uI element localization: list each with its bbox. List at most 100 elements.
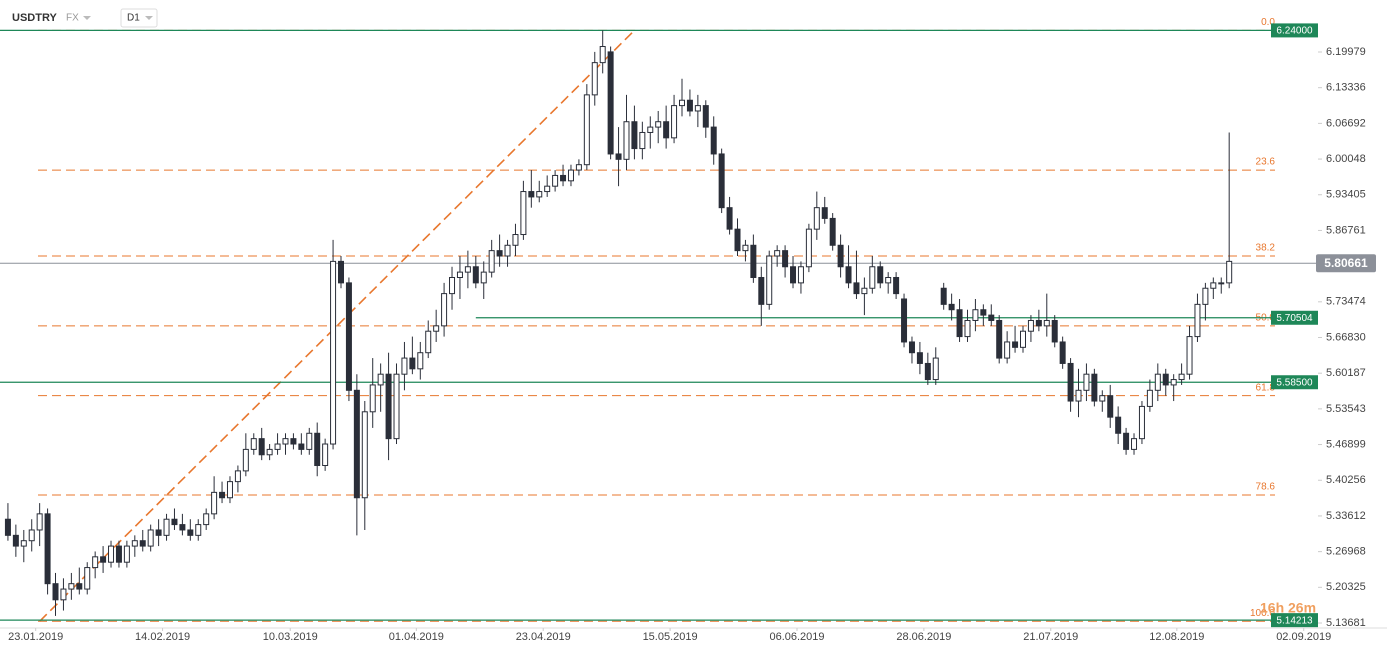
candle-body xyxy=(290,438,297,445)
fib-label: 61.8 xyxy=(1256,382,1276,393)
candle-body xyxy=(980,309,987,316)
market[interactable]: FX xyxy=(66,13,79,24)
candle-body xyxy=(718,153,725,209)
fib-label: 0.0 xyxy=(1261,17,1275,28)
candle-body xyxy=(575,164,582,171)
candle-body xyxy=(92,556,99,569)
candle-body xyxy=(686,99,693,112)
candle-body xyxy=(211,491,218,515)
candle-body xyxy=(1178,373,1185,381)
candle-body xyxy=(1027,319,1034,332)
candle-body xyxy=(964,319,971,338)
timeframe[interactable]: D1 xyxy=(127,13,140,24)
candle-body xyxy=(60,588,67,601)
candle-body xyxy=(583,94,590,166)
candle-body xyxy=(845,266,852,284)
candle-body xyxy=(1035,319,1042,327)
candle-body xyxy=(647,126,654,133)
candle-body xyxy=(28,529,35,542)
x-tick-label: 06.06.2019 xyxy=(769,631,824,643)
candle-body xyxy=(314,432,321,467)
timeframe-box[interactable] xyxy=(120,8,158,28)
candle-body xyxy=(361,411,368,499)
candle-body xyxy=(853,282,860,295)
x-tick-label: 23.01.2019 xyxy=(8,631,63,643)
candle-body xyxy=(1123,432,1130,450)
candle-body xyxy=(195,524,202,536)
candle-body xyxy=(734,228,741,252)
candle-body xyxy=(480,271,487,284)
candle-body xyxy=(504,244,511,257)
x-tick-label: 02.09.2019 xyxy=(1276,631,1331,643)
candle-body xyxy=(330,260,337,445)
candle-body xyxy=(12,534,19,547)
candle-body xyxy=(108,545,115,563)
candle-body xyxy=(932,357,939,381)
x-tick-label: 14.02.2019 xyxy=(135,631,190,643)
candle-body xyxy=(488,250,495,273)
candle-body xyxy=(36,513,43,531)
candle-body xyxy=(996,319,1003,359)
candle-body xyxy=(1131,438,1138,450)
candle-body xyxy=(68,583,75,590)
candle-body xyxy=(726,207,733,230)
candle-body xyxy=(924,362,931,381)
market-caret[interactable] xyxy=(83,16,91,20)
y-tick-label: 6.00048 xyxy=(1326,153,1366,165)
candle-body xyxy=(52,583,59,601)
candle-body xyxy=(528,191,535,198)
current-price-label: 5.80661 xyxy=(1324,256,1368,270)
candle-body xyxy=(694,105,701,112)
candle-body xyxy=(84,567,91,590)
candle-body xyxy=(1004,341,1011,359)
candle-body xyxy=(829,217,836,246)
candle-body xyxy=(250,438,257,450)
candle-body xyxy=(615,153,622,160)
candle-body xyxy=(512,234,519,246)
candle-body xyxy=(258,438,265,456)
candle-body xyxy=(242,448,249,472)
y-tick-label: 5.86761 xyxy=(1326,224,1366,236)
level-box xyxy=(1271,310,1318,325)
candle-body xyxy=(464,266,471,273)
candle-body xyxy=(496,250,503,257)
level-label: 5.58500 xyxy=(1276,377,1313,388)
y-tick-label: 5.26968 xyxy=(1326,546,1366,558)
y-tick-label: 5.40256 xyxy=(1326,474,1366,486)
candle-body xyxy=(298,443,305,450)
candle-body xyxy=(948,303,955,311)
candle-body xyxy=(155,529,162,536)
candle-body xyxy=(345,282,352,391)
candle-body xyxy=(282,438,289,445)
candle-body xyxy=(552,174,559,187)
candle-body xyxy=(988,314,995,321)
x-tick-label: 12.08.2019 xyxy=(1149,631,1204,643)
level-label: 5.70504 xyxy=(1276,313,1313,324)
candle-body xyxy=(908,341,915,354)
candle-body xyxy=(20,540,27,547)
candle-body xyxy=(163,518,170,536)
candle-body xyxy=(187,529,194,536)
timeframe-caret[interactable] xyxy=(145,16,153,20)
x-tick-label: 21.07.2019 xyxy=(1023,631,1078,643)
x-tick-label: 10.03.2019 xyxy=(263,631,318,643)
y-tick-label: 5.13681 xyxy=(1326,617,1366,629)
candle-body xyxy=(901,298,908,343)
symbol[interactable]: USDTRY xyxy=(12,12,57,24)
candle-body xyxy=(702,105,709,128)
x-tick-label: 28.06.2019 xyxy=(896,631,951,643)
candle-body xyxy=(544,185,551,193)
candle-body xyxy=(1051,319,1058,343)
y-tick-label: 6.13336 xyxy=(1326,82,1366,94)
x-tick-label: 15.05.2019 xyxy=(643,631,698,643)
candle-body xyxy=(393,373,400,440)
candle-body xyxy=(655,121,662,128)
candle-body xyxy=(369,384,376,413)
current-price-box xyxy=(1316,254,1376,273)
candle-body xyxy=(1186,336,1193,375)
candle-body xyxy=(1146,389,1153,407)
candle-body xyxy=(234,470,241,483)
candle-body xyxy=(710,126,717,155)
candle-body xyxy=(1115,416,1122,434)
y-tick-label: 5.93405 xyxy=(1326,189,1366,201)
